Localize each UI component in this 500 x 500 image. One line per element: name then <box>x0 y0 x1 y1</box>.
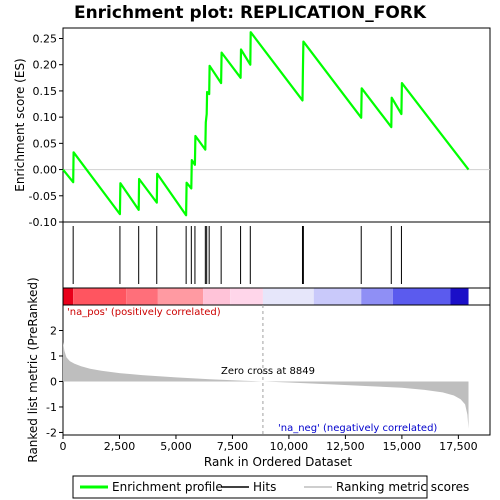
es-y-axis: -0.10 -0.05 0.00 0.05 0.10 0.15 0.20 0.25 <box>29 32 63 229</box>
hits-panel-frame <box>62 221 491 289</box>
x-tick-label: 7,500 <box>217 440 249 453</box>
heat-bar-segment <box>392 288 451 305</box>
x-tick-label: 17,500 <box>439 440 478 453</box>
heat-bar-segment <box>450 288 469 305</box>
metric-y-tick-label: -1 <box>46 401 57 414</box>
es-y-tick-label: 0.20 <box>33 59 58 72</box>
legend-label: Ranking metric scores <box>336 480 469 494</box>
es-y-tick-label: 0.00 <box>33 164 58 177</box>
es-panel-frame <box>62 27 491 223</box>
zero-cross-label: Zero cross at 8849 <box>221 366 315 377</box>
es-profile-layer <box>62 31 470 217</box>
x-tick-label: 5,000 <box>160 440 192 453</box>
metric-y-tick-label: -2 <box>46 426 57 439</box>
heat-bar-segment <box>126 288 158 305</box>
heat-bar-segment <box>262 288 314 305</box>
x-tick-label: 0 <box>60 440 67 453</box>
metric-y-tick-label: 1 <box>50 350 57 363</box>
es-y-tick-label: 0.25 <box>33 32 58 45</box>
es-y-tick-label: -0.05 <box>29 190 57 203</box>
enrichment-profile-line <box>62 31 470 217</box>
x-tick-label: 15,000 <box>383 440 422 453</box>
ranking-heat-bar <box>63 288 469 305</box>
x-tick-label: 10,000 <box>270 440 309 453</box>
es-y-tick-label: 0.15 <box>33 85 58 98</box>
heat-bar-segment <box>63 288 74 305</box>
heat-bar-segment <box>73 288 127 305</box>
x-axis: 0 2,500 5,000 7,500 10,000 12,500 15,000 17,500 <box>60 435 478 453</box>
heat-bar-segment <box>157 288 204 305</box>
chart-title: Enrichment plot: REPLICATION_FORK <box>74 3 427 23</box>
es-y-tick-label: 0.05 <box>33 137 58 150</box>
ranking-metric-area <box>63 342 469 429</box>
es-y-tick-label: 0.10 <box>33 111 58 124</box>
heat-bar-segment <box>203 288 231 305</box>
x-tick-label: 12,500 <box>326 440 365 453</box>
heat-bar-segment <box>361 288 393 305</box>
legend: Enrichment profile Hits Ranking metric sco… <box>72 475 469 499</box>
metric-y-tick-label: 0 <box>50 375 57 388</box>
metric-y-axis-label: Ranked list metric (PreRanked) <box>26 277 40 462</box>
hits-layer <box>72 226 402 284</box>
legend-box <box>72 475 428 499</box>
heat-bar-segment <box>313 288 362 305</box>
es-y-axis-label: Enrichment score (ES) <box>13 58 27 191</box>
metric-y-axis: -2 -1 0 1 2 <box>46 324 63 439</box>
es-y-tick-label: -0.10 <box>29 216 57 229</box>
metric-area-layer <box>63 342 469 429</box>
x-axis-label: Rank in Ordered Dataset <box>204 455 352 469</box>
heat-bar-segment <box>230 288 263 305</box>
metric-panel-frame <box>62 304 491 436</box>
x-tick-label: 2,500 <box>104 440 136 453</box>
metric-y-tick-label: 2 <box>50 324 57 337</box>
legend-label: Hits <box>253 480 276 494</box>
legend-label: Enrichment profile <box>112 480 223 494</box>
pos-correlated-label: 'na_pos' (positively correlated) <box>67 307 221 318</box>
neg-correlated-label: 'na_neg' (negatively correlated) <box>278 423 437 434</box>
